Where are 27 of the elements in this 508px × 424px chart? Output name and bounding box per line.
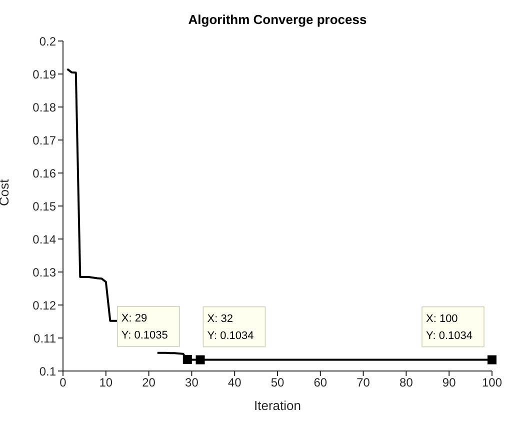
y-tick-label: 0.15 bbox=[32, 199, 56, 214]
y-tick-label: 0.17 bbox=[32, 133, 56, 148]
x-tick-label: 0 bbox=[60, 376, 67, 390]
x-tick-label: 20 bbox=[142, 376, 156, 390]
x-tick-label: 10 bbox=[99, 376, 113, 390]
chart-title: Algorithm Converge process bbox=[187, 12, 368, 27]
y-tick-label: 0.16 bbox=[32, 166, 56, 180]
y-tick-label: 0.1 bbox=[39, 364, 56, 378]
x-axis-title: Iteration bbox=[254, 398, 301, 413]
y-tick-label: 0.12 bbox=[32, 298, 56, 312]
annotation: X: 29 Y: 0.1035 bbox=[121, 312, 168, 342]
y-tick-label: 0.18 bbox=[32, 100, 56, 114]
y-tick-label: 0.13 bbox=[32, 265, 56, 280]
x-tick-label: 100 bbox=[482, 376, 502, 390]
annotation: X: 100 Y: 0.1034 bbox=[426, 312, 472, 342]
x-tick-label: 30 bbox=[185, 376, 199, 390]
y-tick-label: 0.19 bbox=[32, 67, 56, 82]
x-tick-label: 50 bbox=[270, 376, 284, 390]
x-tick-label: 80 bbox=[400, 376, 414, 390]
x-tick-label: 60 bbox=[314, 376, 328, 390]
y-tick-label: 0.14 bbox=[32, 232, 56, 246]
y-tick-label: 0.11 bbox=[34, 331, 56, 346]
x-tick-label: 90 bbox=[442, 376, 456, 390]
x-tick-label: 40 bbox=[228, 376, 242, 390]
annotation: X: 32 Y: 0.1034 bbox=[207, 312, 254, 342]
y-tick-label: 0.2 bbox=[39, 34, 56, 48]
x-tick-label: 70 bbox=[356, 376, 370, 390]
